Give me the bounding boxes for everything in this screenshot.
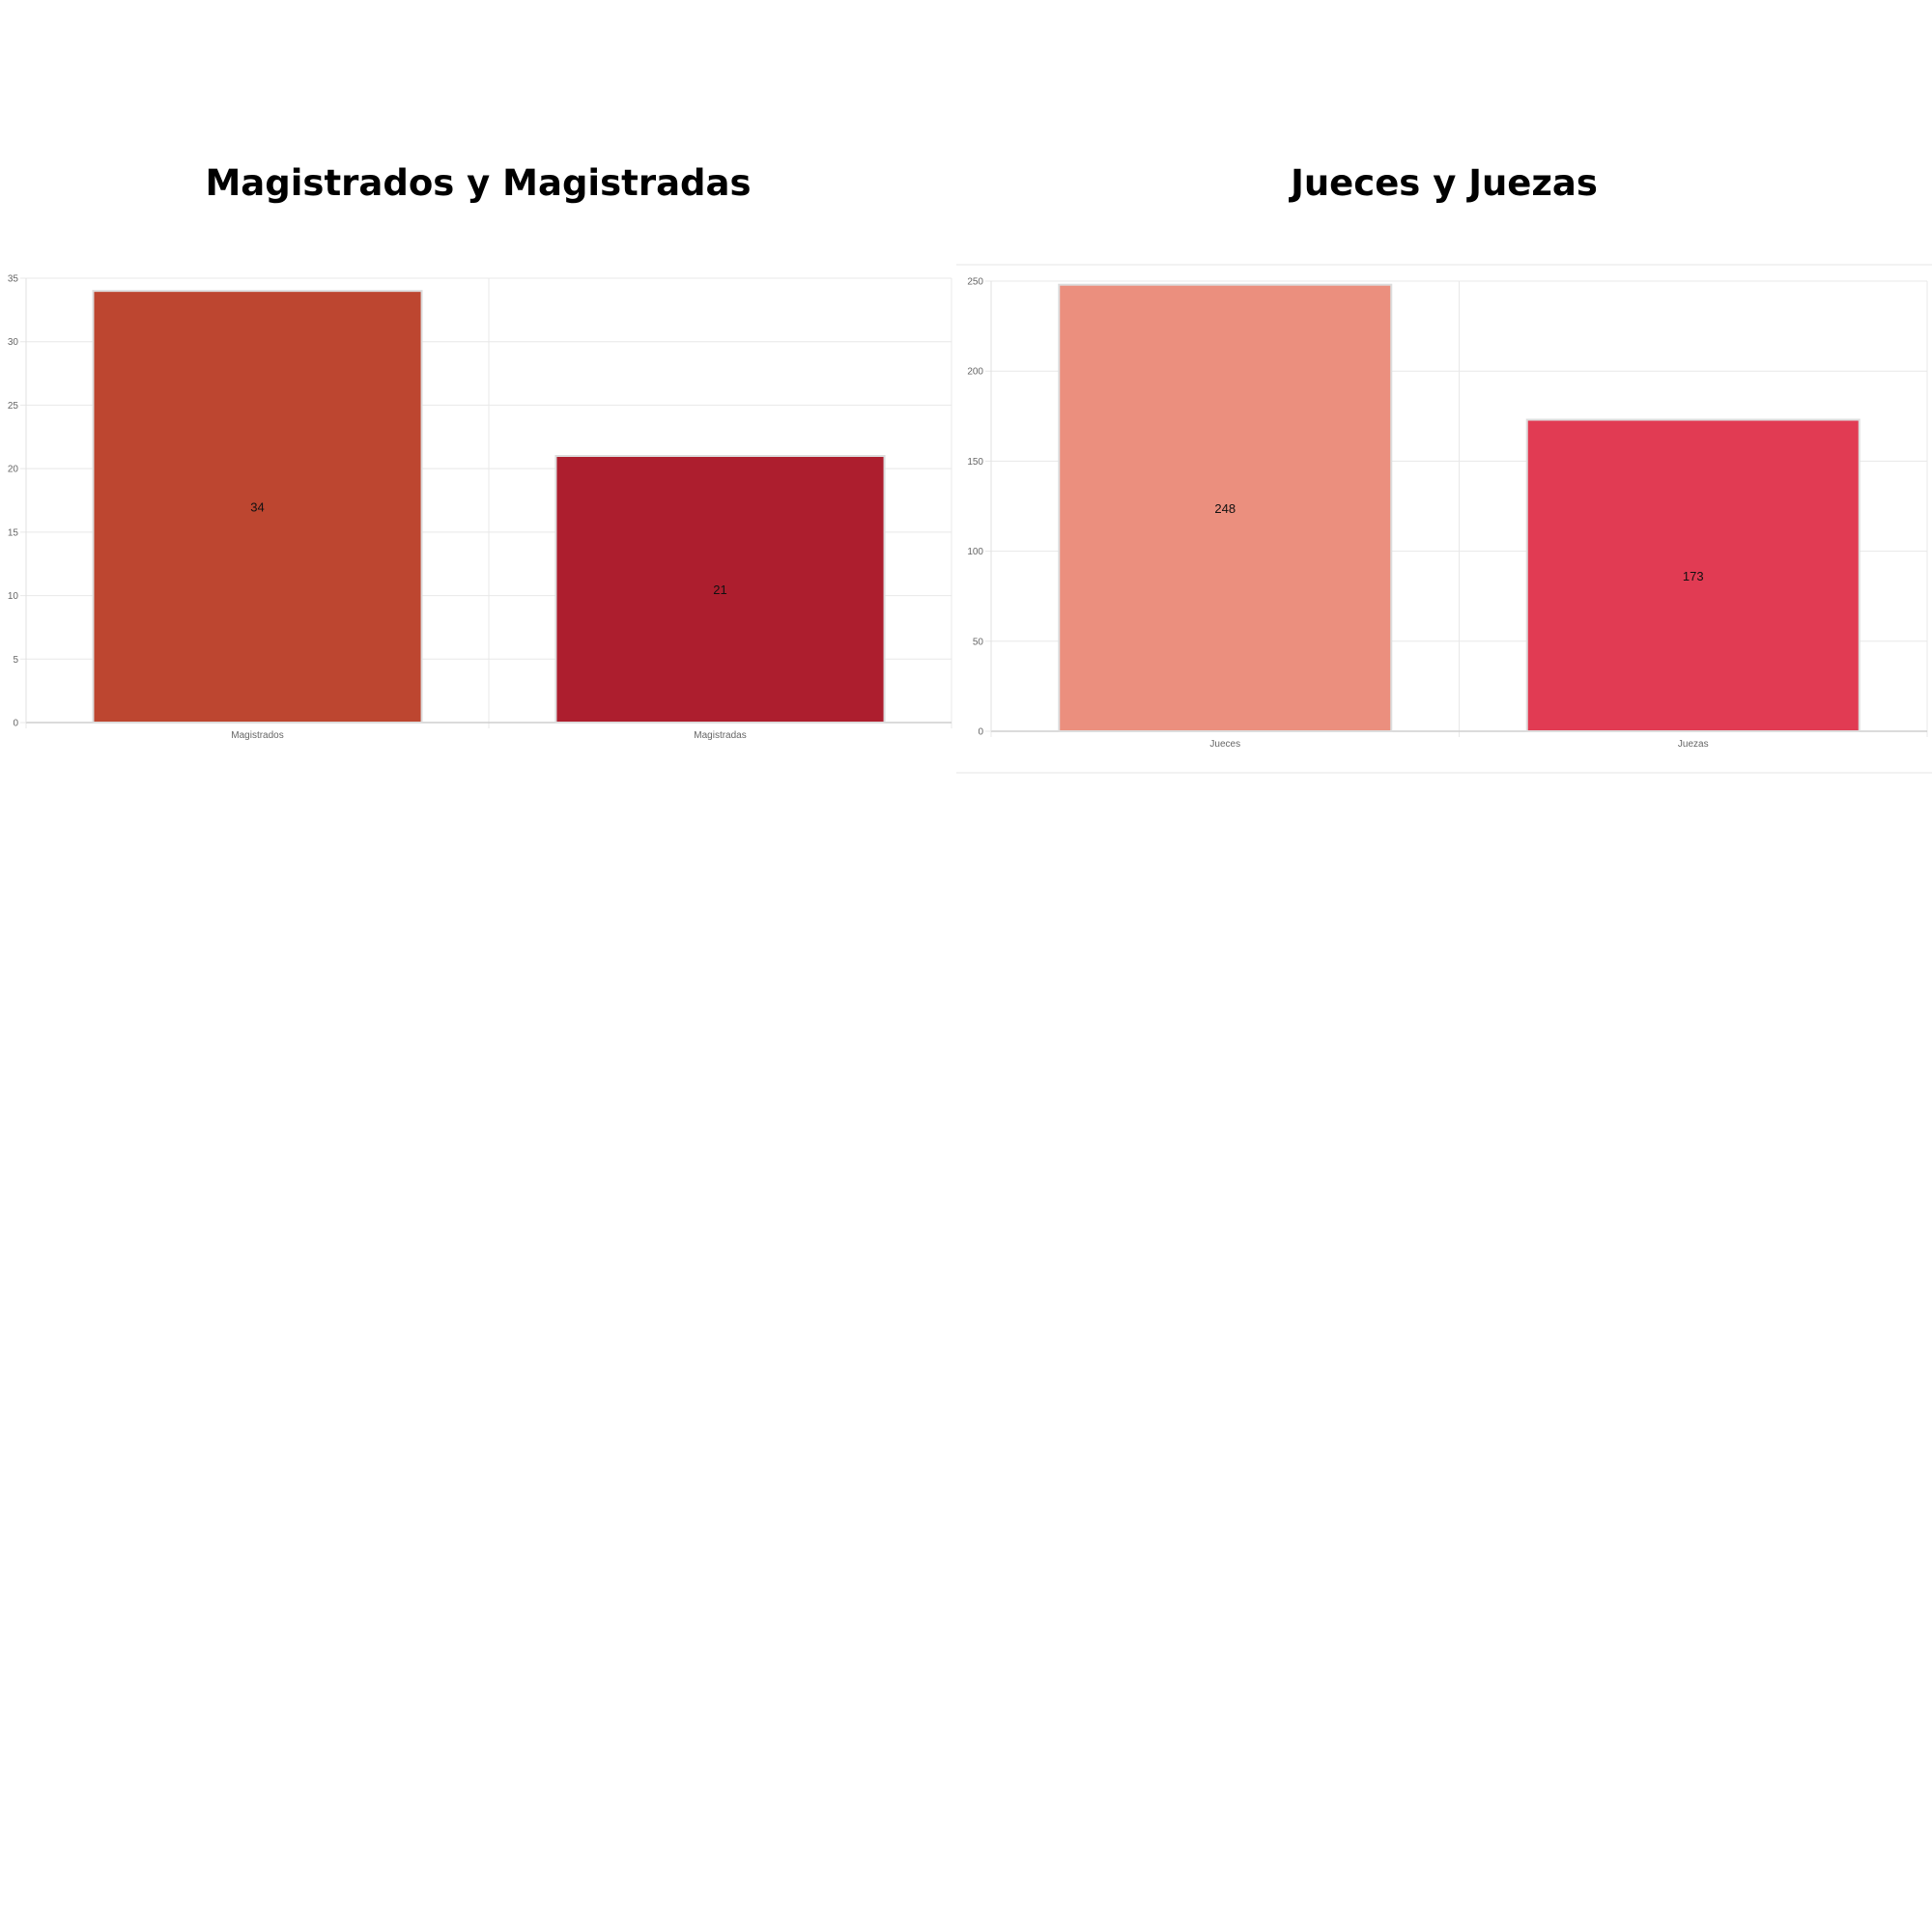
y-tick-label: 30: [8, 337, 19, 348]
y-tick-label: 5: [13, 655, 18, 666]
y-tick-label: 15: [8, 527, 19, 538]
y-tick-label: 150: [967, 457, 983, 468]
bar: [1058, 283, 1393, 732]
chart-panel-jueces: Jueces y Juezas 0 50 100 150 200 250 248 Jueces…: [956, 0, 1932, 792]
bar-data-label: 173: [1683, 569, 1704, 583]
bar-data-label: 21: [713, 582, 726, 597]
y-tick-label: 20: [8, 465, 19, 475]
chart-panel-magistrados: Magistrados y Magistradas 0 5 10 15 20 25 30 35…: [0, 0, 956, 773]
bar-chart-jueces: 0 50 100 150 200 250 248 Jueces 173 Juezas: [956, 264, 1932, 774]
y-tick-label: 10: [8, 591, 19, 602]
y-tick-label: 250: [967, 277, 983, 288]
bar-data-label: 248: [1214, 501, 1236, 516]
chart-title: Magistrados y Magistradas: [205, 162, 752, 204]
x-category-label: Magistrados: [231, 730, 283, 741]
y-tick-label: 200: [967, 367, 983, 378]
y-tick-label: 100: [967, 547, 983, 557]
y-tick-label: 0: [978, 727, 983, 738]
x-category-label: Juezas: [1678, 739, 1709, 750]
y-tick-label: 50: [973, 637, 984, 647]
bar: [1525, 418, 1861, 732]
chart-title: Jueces y Juezas: [1291, 162, 1598, 204]
bar-chart-magistrados: 0 5 10 15 20 25 30 35 34 Magistrados 21 Magistradas: [8, 274, 952, 741]
y-tick-label: 35: [8, 274, 19, 285]
x-category-label: Magistradas: [694, 730, 746, 741]
bar-data-label: 34: [250, 500, 264, 515]
bar: [92, 290, 423, 724]
y-tick-label: 0: [13, 719, 18, 729]
y-tick-label: 25: [8, 401, 19, 412]
bar: [554, 455, 886, 724]
x-category-label: Jueces: [1209, 739, 1240, 750]
